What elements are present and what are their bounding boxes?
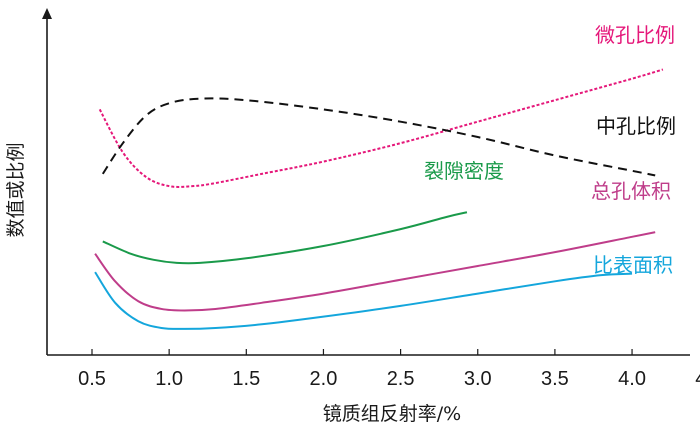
x-tick-label: 3.0 <box>464 368 492 390</box>
y-axis-title: 数值或比例 <box>5 142 27 237</box>
x-tick-label: 1.0 <box>155 368 183 390</box>
series-line-micropore-ratio <box>98 68 664 188</box>
series-line-mesopore-ratio <box>101 97 656 177</box>
x-tick-label: 3.5 <box>541 368 569 390</box>
x-tick-label: 2.5 <box>387 368 415 390</box>
series-line-total-pore-volume <box>94 231 656 312</box>
x-tick-label: 4.0 <box>618 368 646 390</box>
x-tick-label: 4.5 <box>695 368 700 390</box>
series-label-mesopore-ratio: 中孔比例 <box>596 114 676 138</box>
x-tick-label: 2.0 <box>310 368 338 390</box>
series-layer <box>94 68 664 330</box>
series-line-specific-surface-area <box>94 271 633 330</box>
series-label-specific-surface-area: 比表面积 <box>593 253 673 277</box>
x-tick-label: 1.5 <box>232 368 260 390</box>
series-label-total-pore-volume: 总孔体积 <box>591 179 671 203</box>
series-label-fracture-density: 裂隙密度 <box>424 159 504 183</box>
x-tick-label: 0.5 <box>78 368 106 390</box>
series-label-micropore-ratio: 微孔比例 <box>595 23 675 47</box>
x-ticks: 0.5 1.0 1.5 2.0 2.5 3.0 3.5 4.0 4.5 <box>78 349 700 390</box>
series-line-fracture-density <box>102 211 468 265</box>
x-axis-title: 镜质组反射率/% <box>323 403 461 425</box>
